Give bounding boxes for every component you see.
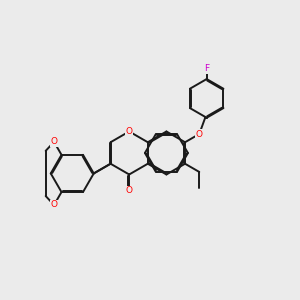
- Text: O: O: [50, 137, 58, 146]
- Text: O: O: [50, 200, 58, 209]
- Text: O: O: [196, 130, 203, 139]
- Text: O: O: [126, 127, 133, 136]
- Text: O: O: [126, 186, 133, 195]
- Text: F: F: [204, 64, 209, 73]
